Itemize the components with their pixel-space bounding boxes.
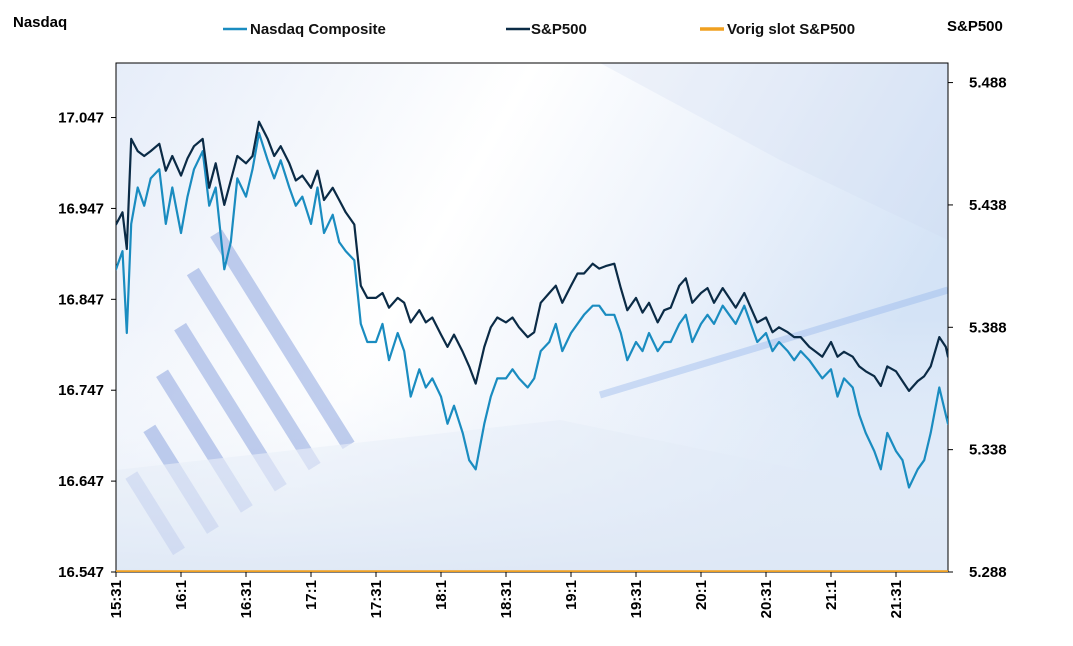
- right-tick-label: 5.338: [969, 442, 1007, 459]
- right-axis: 5.288 5.338 5.388 5.438 5.488: [948, 75, 1007, 581]
- left-tick-label: 16.647: [58, 473, 104, 490]
- series-line-s-p500: [116, 120, 948, 392]
- x-tick-label: 21:31: [888, 580, 905, 618]
- x-tick-label: 20:1: [693, 580, 710, 610]
- left-axis: 16.547 16.647 16.747 16.847 16.947 17.047: [58, 110, 116, 581]
- x-tick-label: 17:31: [368, 580, 385, 618]
- legend: Nasdaq Composite S&P500 Vorig slot S&P50…: [223, 21, 855, 38]
- x-tick-label: 16:31: [238, 580, 255, 618]
- x-tick-label: 15:31: [108, 580, 125, 618]
- left-axis-title: Nasdaq: [13, 14, 67, 31]
- right-axis-title: S&P500: [947, 18, 1003, 35]
- x-tick-label: 18:31: [498, 580, 515, 618]
- x-tick-label: 21:1: [823, 580, 840, 610]
- left-tick-label: 17.047: [58, 110, 104, 127]
- left-tick-label: 16.947: [58, 200, 104, 217]
- x-tick-label: 16:1: [173, 580, 190, 610]
- x-tick-label: 18:1: [433, 580, 450, 610]
- x-tick-label: 19:31: [628, 580, 645, 618]
- x-tick-label: 20:31: [758, 580, 775, 618]
- x-tick-label: 17:1: [303, 580, 320, 610]
- plot-background: [115, 62, 949, 573]
- legend-label-sp500: S&P500: [531, 21, 587, 38]
- x-tick-label: 19:1: [563, 580, 580, 610]
- right-tick-label: 5.288: [969, 564, 1007, 581]
- left-tick-label: 16.547: [58, 564, 104, 581]
- series-layer: [116, 120, 948, 572]
- right-tick-label: 5.488: [969, 75, 1007, 92]
- left-tick-label: 16.847: [58, 291, 104, 308]
- right-tick-label: 5.388: [969, 319, 1007, 336]
- right-tick-label: 5.438: [969, 197, 1007, 214]
- legend-label-nasdaq: Nasdaq Composite: [250, 21, 386, 38]
- series-line-nasdaq-composite: [116, 131, 948, 489]
- left-tick-label: 16.747: [58, 382, 104, 399]
- legend-label-prev-close: Vorig slot S&P500: [727, 21, 855, 38]
- x-axis: 15:31 16:1 16:31 17:1 17:31 18:1 18:31 19:1 19:3…: [108, 572, 905, 618]
- background-bars-decoration: [116, 63, 948, 572]
